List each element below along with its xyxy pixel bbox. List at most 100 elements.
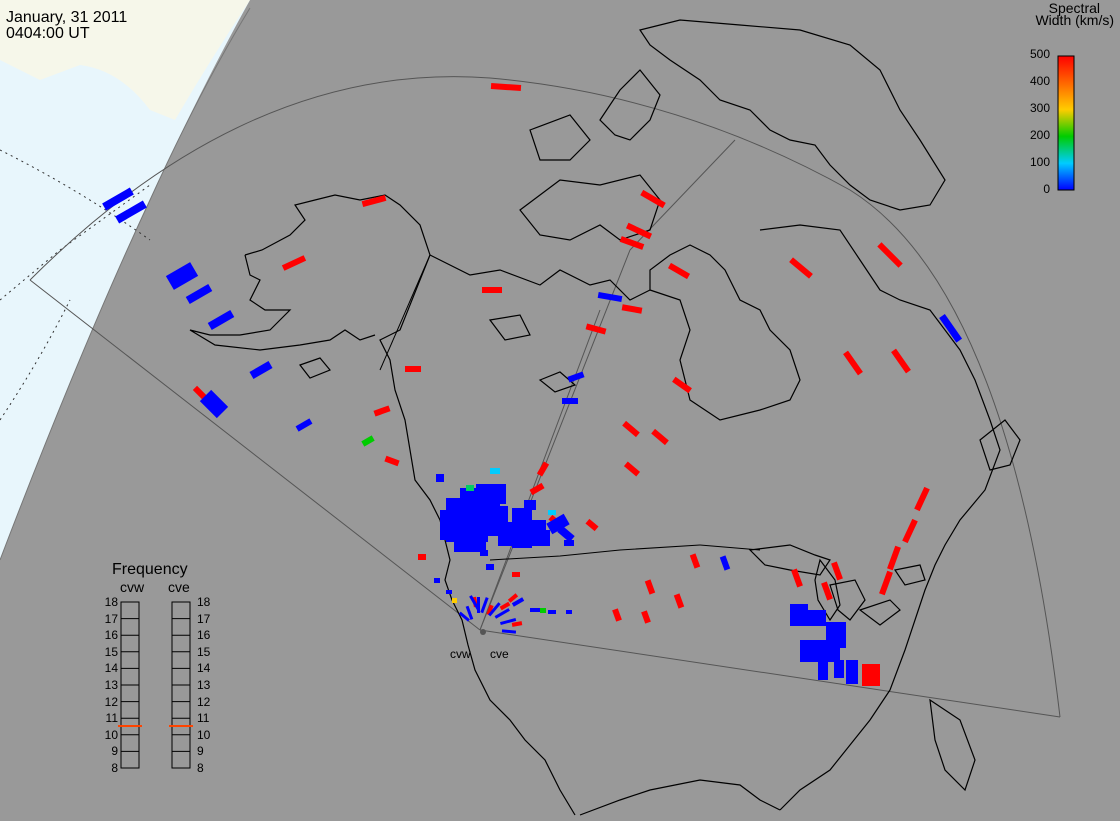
echo	[446, 590, 452, 594]
echo	[667, 262, 691, 280]
echo	[373, 405, 391, 417]
echo	[546, 513, 570, 535]
echo	[914, 486, 930, 512]
colorbar-tick-label: 300	[1029, 101, 1050, 115]
echo	[887, 545, 901, 571]
freq-tick-left: 13	[104, 678, 118, 692]
echo	[548, 510, 556, 515]
echo	[719, 555, 731, 571]
frequency-label-cve: cve	[168, 579, 190, 595]
echo	[361, 435, 375, 447]
echo	[821, 581, 833, 601]
echo	[486, 564, 494, 570]
echo	[476, 484, 506, 504]
freq-tick-right: 15	[197, 644, 211, 659]
freq-tick-left: 16	[104, 628, 118, 643]
echo	[619, 236, 645, 250]
echo	[625, 222, 653, 240]
echo	[641, 610, 651, 624]
freq-tick-right: 8	[197, 761, 204, 775]
echo	[486, 604, 494, 616]
echo	[490, 82, 522, 92]
echo	[115, 200, 147, 224]
frequency-label-cvw: cvw	[120, 579, 145, 595]
colorbar-title-line1: Spectral	[1048, 0, 1100, 16]
echo	[507, 593, 519, 603]
echo	[524, 500, 536, 510]
echo	[597, 291, 623, 303]
colorbar-tick-label: 0	[1043, 182, 1050, 196]
echo	[800, 640, 840, 662]
echo	[808, 610, 826, 626]
freq-tick-right: 18	[197, 595, 211, 609]
echo	[458, 611, 470, 622]
colorbar-tick-label: 400	[1029, 74, 1050, 88]
freq-tick-left: 12	[104, 694, 118, 709]
coastlines	[189, 19, 1021, 816]
echo	[622, 420, 640, 438]
echo	[249, 361, 273, 379]
echo	[564, 540, 574, 546]
colorbar-title-line2: Width (km/s)	[1035, 12, 1114, 28]
echo	[651, 428, 669, 446]
radar-site	[480, 629, 486, 635]
echo	[536, 461, 550, 477]
echo	[454, 538, 486, 552]
echo	[623, 461, 641, 477]
echo	[499, 601, 511, 611]
echo	[501, 629, 517, 634]
echo	[477, 597, 480, 613]
echo	[512, 572, 520, 577]
freq-tick-right: 11	[197, 711, 210, 726]
echo	[891, 348, 911, 374]
echo	[466, 485, 474, 491]
freq-tick-left: 9	[111, 744, 118, 759]
echo	[482, 287, 502, 293]
colorbar-tick-label: 200	[1029, 128, 1050, 142]
freq-tick-right: 16	[197, 628, 211, 643]
echo	[384, 455, 400, 467]
echo	[511, 621, 523, 627]
echo	[530, 608, 540, 612]
echo	[818, 658, 828, 680]
borders	[379, 254, 761, 561]
echoes-high-width	[192, 82, 930, 686]
echo	[585, 323, 607, 335]
fov-outline	[29, 76, 1061, 718]
echo	[405, 366, 421, 372]
echo	[902, 518, 918, 544]
echo	[361, 194, 387, 208]
frequency-panel	[120, 601, 191, 769]
echo	[846, 660, 858, 684]
echo	[480, 550, 488, 556]
echo	[672, 376, 692, 394]
echo	[831, 561, 843, 581]
echo	[644, 579, 656, 595]
echo	[585, 518, 599, 532]
echo	[689, 553, 701, 569]
colorbar	[1057, 55, 1075, 191]
echo	[494, 608, 510, 619]
freq-tick-right: 9	[197, 744, 204, 759]
echo	[512, 508, 532, 548]
echo	[621, 304, 643, 314]
echo	[548, 610, 556, 614]
echo	[939, 313, 963, 343]
echo	[440, 510, 462, 540]
freq-tick-left: 15	[104, 644, 118, 659]
echo-group	[102, 82, 963, 686]
echo	[879, 570, 893, 596]
echo	[511, 597, 525, 607]
echo	[295, 418, 313, 432]
echo	[452, 598, 457, 603]
echo	[567, 371, 585, 383]
echoes-low-width	[102, 187, 963, 684]
colorbar-tick-label: 100	[1029, 155, 1050, 169]
freq-tick-left: 8	[111, 761, 118, 775]
freq-tick-left: 11	[105, 711, 118, 726]
echo	[562, 398, 578, 404]
terminator-line	[0, 7, 251, 561]
echo	[480, 597, 489, 614]
dayside-ocean	[0, 0, 250, 560]
echo	[465, 605, 474, 620]
